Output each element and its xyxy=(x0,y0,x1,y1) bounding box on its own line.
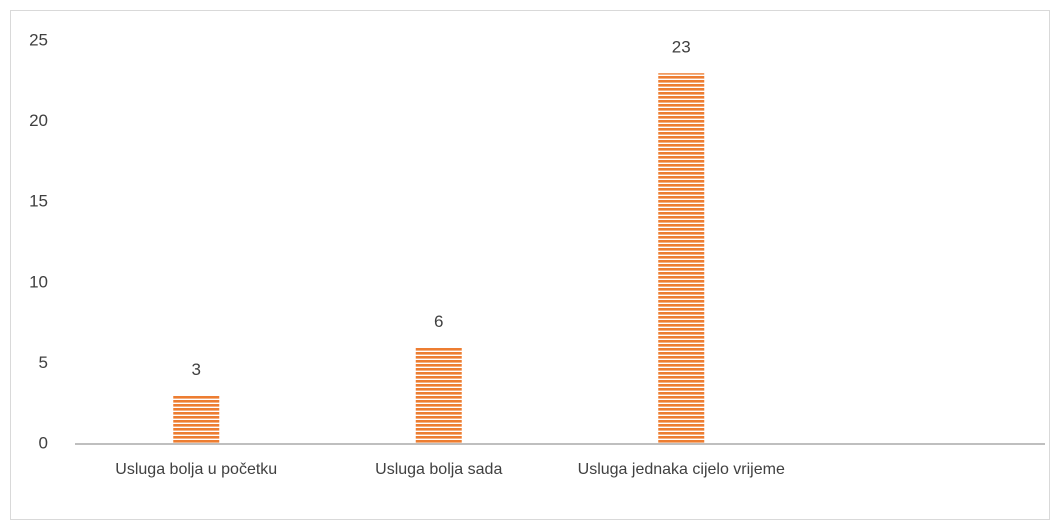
y-tick-label: 0 xyxy=(39,433,48,452)
bar xyxy=(415,347,462,444)
data-label: 23 xyxy=(672,38,691,57)
y-tick-label: 15 xyxy=(29,192,48,211)
x-tick-label-box: Usluga bolja sada xyxy=(375,461,503,478)
bar xyxy=(173,395,220,444)
x-tick-label-box: Usluga jednaka cijelo vrijeme xyxy=(577,461,785,478)
chart-border xyxy=(10,10,1050,520)
y-tick-label: 20 xyxy=(29,111,48,130)
y-tick-label: 5 xyxy=(39,353,48,372)
x-tick-label-box: Usluga bolja u početku xyxy=(115,461,278,478)
y-tick-label: 25 xyxy=(29,30,48,49)
data-label: 3 xyxy=(192,360,201,379)
x-tick-label: Usluga bolja u početku xyxy=(115,461,278,478)
data-label: 6 xyxy=(434,312,443,331)
x-tick-label: Usluga bolja sada xyxy=(375,461,503,478)
x-tick-label: Usluga jednaka cijelo vrijeme xyxy=(577,461,785,478)
bar xyxy=(658,73,705,445)
y-tick-label: 10 xyxy=(29,272,48,291)
